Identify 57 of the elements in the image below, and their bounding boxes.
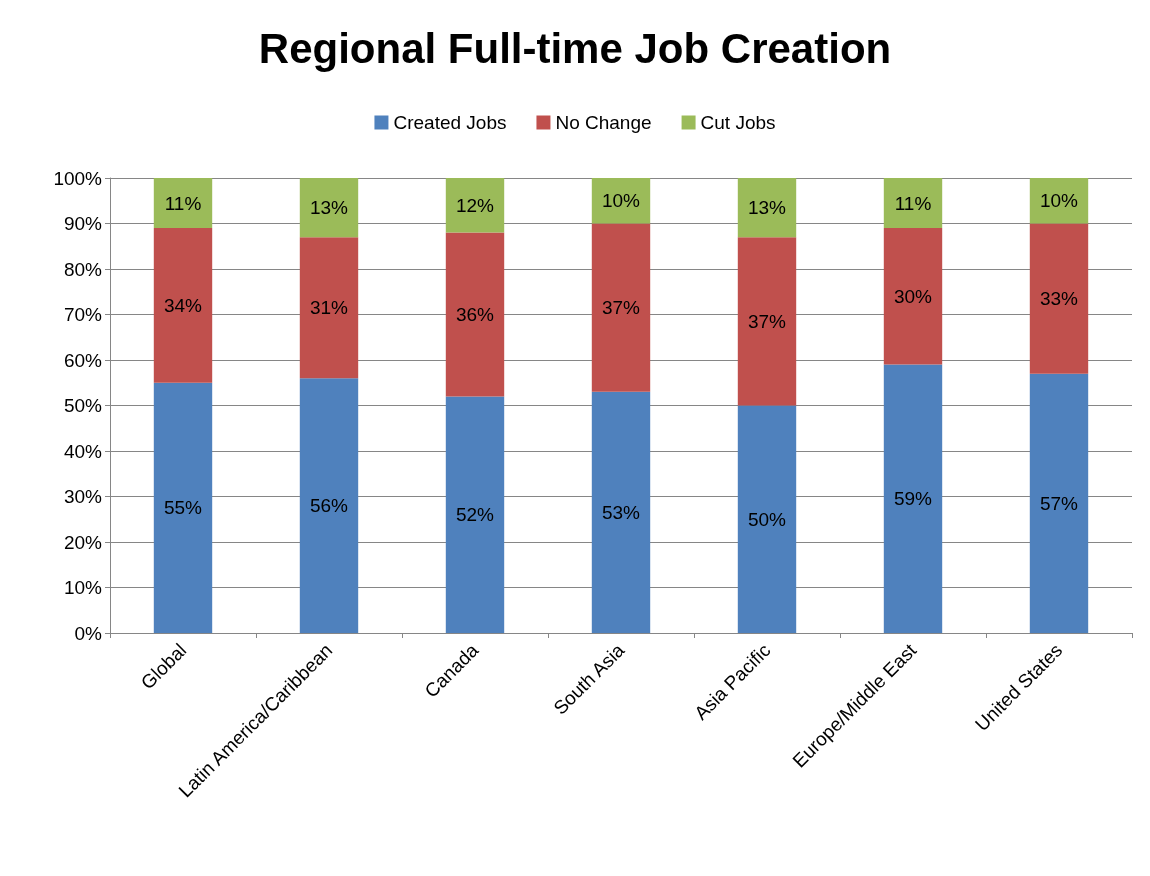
- data-label: 55%: [163, 497, 203, 519]
- bar: [445, 232, 505, 397]
- data-label: 10%: [601, 190, 641, 212]
- y-tick-label: 50%: [63, 395, 103, 416]
- bar: [883, 228, 943, 365]
- bar: [299, 378, 359, 633]
- data-label: 13%: [309, 197, 349, 219]
- bar: [737, 405, 797, 633]
- bar: [883, 178, 943, 229]
- data-label: 50%: [747, 508, 787, 530]
- bar: [299, 237, 359, 379]
- data-label: 36%: [455, 304, 495, 325]
- bar: [153, 228, 213, 383]
- data-label: 37%: [601, 297, 641, 319]
- y-tick-label: 0%: [74, 622, 103, 644]
- bar: [591, 223, 651, 392]
- data-label: 12%: [455, 194, 495, 216]
- data-label: 30%: [893, 285, 933, 307]
- data-label: 10%: [1039, 190, 1079, 212]
- data-label: 52%: [455, 504, 495, 526]
- bar: [737, 178, 797, 238]
- data-label: 59%: [893, 488, 933, 510]
- y-tick-label: 70%: [63, 304, 103, 325]
- bar: [299, 178, 359, 238]
- y-tick-label: 60%: [63, 349, 103, 371]
- bar: [445, 178, 505, 233]
- bar: [591, 391, 651, 633]
- bar: [153, 382, 213, 633]
- data-label: 57%: [1039, 492, 1079, 514]
- legend-label: No Change: [555, 112, 652, 133]
- y-tick-label: 100%: [53, 167, 103, 189]
- bar: [445, 396, 505, 633]
- y-tick-label: 30%: [63, 486, 103, 507]
- data-label: 37%: [747, 310, 787, 332]
- data-label: 33%: [1039, 288, 1079, 310]
- chart-title: Regional Full-time Job Creation: [258, 24, 892, 72]
- y-tick-label: 20%: [63, 531, 103, 553]
- data-label: 13%: [747, 197, 787, 219]
- bar: [1029, 178, 1089, 224]
- data-label: 34%: [163, 294, 203, 316]
- data-label: 53%: [601, 501, 641, 523]
- legend-label: Cut Jobs: [700, 112, 776, 133]
- data-label: 31%: [309, 297, 349, 319]
- bar: [737, 237, 797, 406]
- y-tick-label: 90%: [63, 213, 103, 234]
- bar: [153, 178, 213, 229]
- bar: [1029, 223, 1089, 374]
- y-tick-label: 80%: [63, 258, 103, 280]
- data-label: 11%: [164, 192, 202, 214]
- bar: [883, 364, 943, 633]
- bar: [591, 178, 651, 224]
- y-tick-label: 10%: [63, 577, 103, 598]
- data-label: 56%: [309, 495, 349, 517]
- data-label: 11%: [894, 192, 932, 214]
- y-tick-label: 40%: [63, 440, 103, 462]
- legend-label: Created Jobs: [393, 112, 507, 133]
- bar: [1029, 373, 1089, 633]
